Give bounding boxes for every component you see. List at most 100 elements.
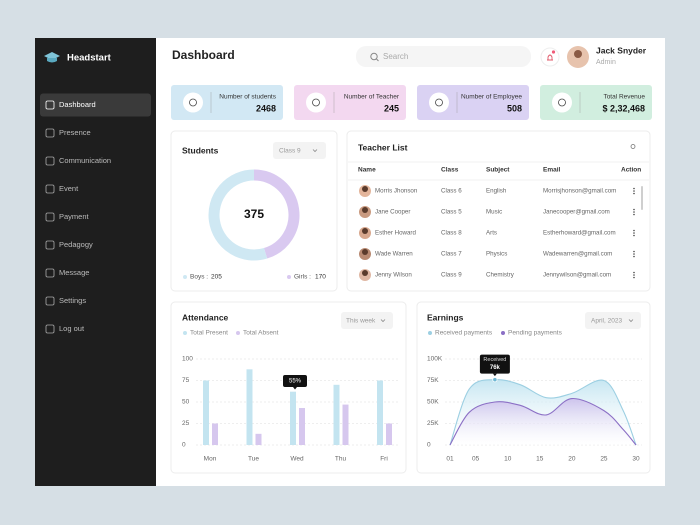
action-dot[interactable]	[633, 208, 635, 211]
teacher-avatar-hair	[362, 186, 368, 192]
stat-label: Number of Employee	[461, 94, 522, 101]
menu-item[interactable]: Pedagogy	[59, 240, 93, 249]
search-box[interactable]	[356, 46, 531, 67]
teacher-title: Teacher List	[358, 142, 408, 152]
cell: English	[486, 188, 507, 195]
bar	[203, 380, 209, 445]
menu-item[interactable]: Event	[59, 184, 79, 193]
legend-label: Total Present	[190, 330, 228, 337]
cell: Jennywilson@gmail.com	[543, 272, 611, 279]
cell: Arts	[486, 230, 497, 237]
stat-value: $ 2,32,468	[602, 103, 645, 113]
column-header: Class	[441, 167, 459, 174]
action-dot[interactable]	[633, 190, 635, 192]
cell: Class 6	[441, 188, 462, 195]
chevron	[628, 319, 634, 323]
column-header: Subject	[486, 167, 510, 174]
legend-label: Pending payments	[508, 330, 563, 337]
search-placeholder: Search	[383, 52, 408, 61]
x-tick-label: Tue	[248, 456, 259, 463]
y-tick-label: 100	[182, 356, 193, 363]
bar	[333, 384, 340, 445]
x-tick-label: 20	[568, 456, 576, 463]
teacher-avatar-hair	[362, 228, 368, 234]
menu-item[interactable]: Log out	[59, 324, 85, 333]
donut-total: 375	[244, 207, 264, 221]
menu-item[interactable]: Settings	[59, 296, 86, 305]
menu-item[interactable]: Presence	[59, 128, 91, 137]
notification-button[interactable]	[540, 47, 560, 67]
action-dot[interactable]	[633, 211, 635, 213]
cell: Class 5	[441, 209, 462, 216]
students-title: Students	[182, 145, 219, 155]
x-tick-label: 15	[536, 456, 544, 463]
avatar-face	[574, 50, 582, 58]
cell: Jane Cooper	[375, 209, 410, 216]
stat-icon-glyph	[558, 98, 566, 107]
action-dot[interactable]	[633, 250, 635, 253]
x-tick-label: Mon	[204, 456, 217, 463]
user-role: Admin	[596, 59, 616, 66]
menu-item[interactable]: Payment	[59, 212, 90, 221]
menu-icon	[45, 156, 55, 166]
column-header: Email	[543, 167, 561, 174]
bar	[299, 408, 305, 445]
month-dropdown[interactable]	[585, 312, 641, 329]
y-tick-label: 100K	[427, 356, 443, 363]
action-dot[interactable]	[633, 187, 635, 190]
menu-icon	[45, 184, 55, 194]
add-teacher-icon[interactable]	[630, 144, 636, 149]
week-dropdown[interactable]	[341, 312, 393, 329]
y-tick-label: 50	[182, 399, 190, 406]
cell: Wadewarren@gmail.com	[543, 251, 612, 258]
search-icon	[370, 52, 378, 61]
bar	[246, 369, 253, 445]
menu-icon	[45, 268, 55, 278]
stat-value: 508	[507, 103, 522, 113]
action-dot[interactable]	[633, 229, 635, 232]
stat-icon-glyph	[312, 98, 320, 107]
y-tick-label: 25	[182, 420, 190, 427]
stat-icon-glyph	[189, 98, 197, 107]
tooltip	[283, 375, 307, 387]
stat-label: Total Revenue	[603, 94, 645, 101]
menu-item[interactable]: Message	[59, 268, 89, 277]
action-dot[interactable]	[633, 276, 635, 279]
column-header: Name	[358, 167, 376, 174]
tooltip-text: 55%	[289, 379, 302, 385]
tooltip-value: 76k	[490, 365, 501, 371]
scrollbar[interactable]	[641, 186, 643, 210]
tooltip-title: Received	[483, 357, 506, 363]
tooltip-pointer	[492, 373, 497, 377]
action-dot[interactable]	[633, 274, 635, 276]
action-dot[interactable]	[633, 253, 635, 255]
menu-item[interactable]: Dashboard	[59, 100, 96, 109]
y-tick-label: 25K	[427, 420, 439, 427]
action-dot[interactable]	[633, 192, 635, 195]
legend-dot	[183, 275, 187, 279]
legend-label: Total Absent	[243, 330, 279, 337]
class-dropdown[interactable]	[273, 142, 326, 159]
menu-item[interactable]: Communication	[59, 156, 111, 165]
legend-label: Boys :	[190, 274, 208, 281]
x-tick-label: Fri	[380, 456, 388, 463]
menu-icon	[45, 324, 55, 334]
cell: Morrisjhonson@gmail.com	[543, 188, 616, 195]
legend-dot	[501, 331, 505, 335]
cell: Janecooper@gmail.com	[543, 209, 610, 216]
notification-dot	[551, 50, 556, 54]
action-dot[interactable]	[633, 271, 635, 274]
action-dot[interactable]	[633, 255, 635, 258]
action-dot[interactable]	[633, 234, 635, 237]
menu-icon	[45, 128, 55, 138]
action-dot[interactable]	[633, 213, 635, 216]
menu-icon	[45, 212, 55, 222]
menu-icon	[45, 100, 55, 110]
stat-label: Number of Teacher	[344, 94, 400, 101]
search-icon-handle	[376, 58, 379, 62]
cell: Wade Warren	[375, 251, 413, 258]
legend-value: 205	[211, 274, 222, 281]
cell: Class 7	[441, 251, 462, 258]
donut-segment	[208, 169, 268, 261]
action-dot[interactable]	[633, 232, 635, 234]
